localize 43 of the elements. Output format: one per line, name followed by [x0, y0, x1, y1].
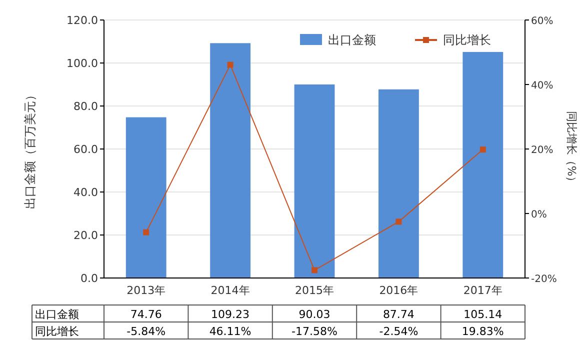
- bar: [126, 117, 166, 278]
- y-tick-label: 0.0: [80, 272, 98, 285]
- y-tick-label: 120.0: [66, 14, 98, 27]
- bar: [210, 43, 251, 278]
- legend-label: 同比增长: [443, 33, 491, 47]
- y2-tick-label: 60%: [531, 16, 554, 27]
- text: 出口金额: [35, 308, 79, 321]
- x-tick-label: 2014年: [210, 284, 250, 297]
- text: 同比增长: [35, 325, 79, 338]
- data-label: 90.03: [298, 308, 330, 321]
- data-label: 109.23: [211, 308, 250, 321]
- y2-axis-title: 同比增长（%）: [565, 110, 578, 188]
- y-tick-label: 40.0: [74, 186, 98, 199]
- y-tick-label: 60.0: [74, 143, 98, 156]
- data-label: -17.58%: [292, 325, 338, 338]
- legend-label: 出口金额: [328, 33, 376, 47]
- y-tick-label: 100.0: [66, 57, 98, 70]
- y2-tick-label: 40%: [531, 80, 554, 92]
- x-tick-label: 2017年: [463, 284, 502, 297]
- bar: [378, 89, 419, 278]
- x-tick-label: 2015年: [295, 284, 334, 297]
- point: [143, 229, 150, 236]
- point: [396, 218, 402, 225]
- bar: [462, 52, 504, 278]
- point: [227, 62, 234, 68]
- x-tick-label: 2013年: [126, 284, 166, 297]
- data-label: 105.14: [464, 308, 502, 321]
- point: [480, 146, 486, 153]
- data-label: -5.84%: [126, 325, 166, 338]
- y2-tick-label: -20%: [531, 274, 557, 285]
- y-tick-label: 80.0: [74, 100, 98, 113]
- point: [312, 267, 318, 274]
- y-tick-label: 20.0: [74, 229, 98, 242]
- data-label: 46.11%: [209, 325, 252, 338]
- y-axis-title: 出口金额（百万美元）: [23, 89, 37, 209]
- y2-tick-label: 0%: [531, 210, 547, 220]
- x-tick-label: 2016年: [379, 284, 418, 297]
- data-label: -2.54%: [379, 325, 418, 338]
- bar: [294, 84, 335, 278]
- data-label: 87.74: [382, 308, 414, 321]
- y2-tick-label: 20%: [531, 145, 554, 156]
- data-label: 19.83%: [462, 325, 504, 338]
- data-label: 74.76: [130, 308, 162, 321]
